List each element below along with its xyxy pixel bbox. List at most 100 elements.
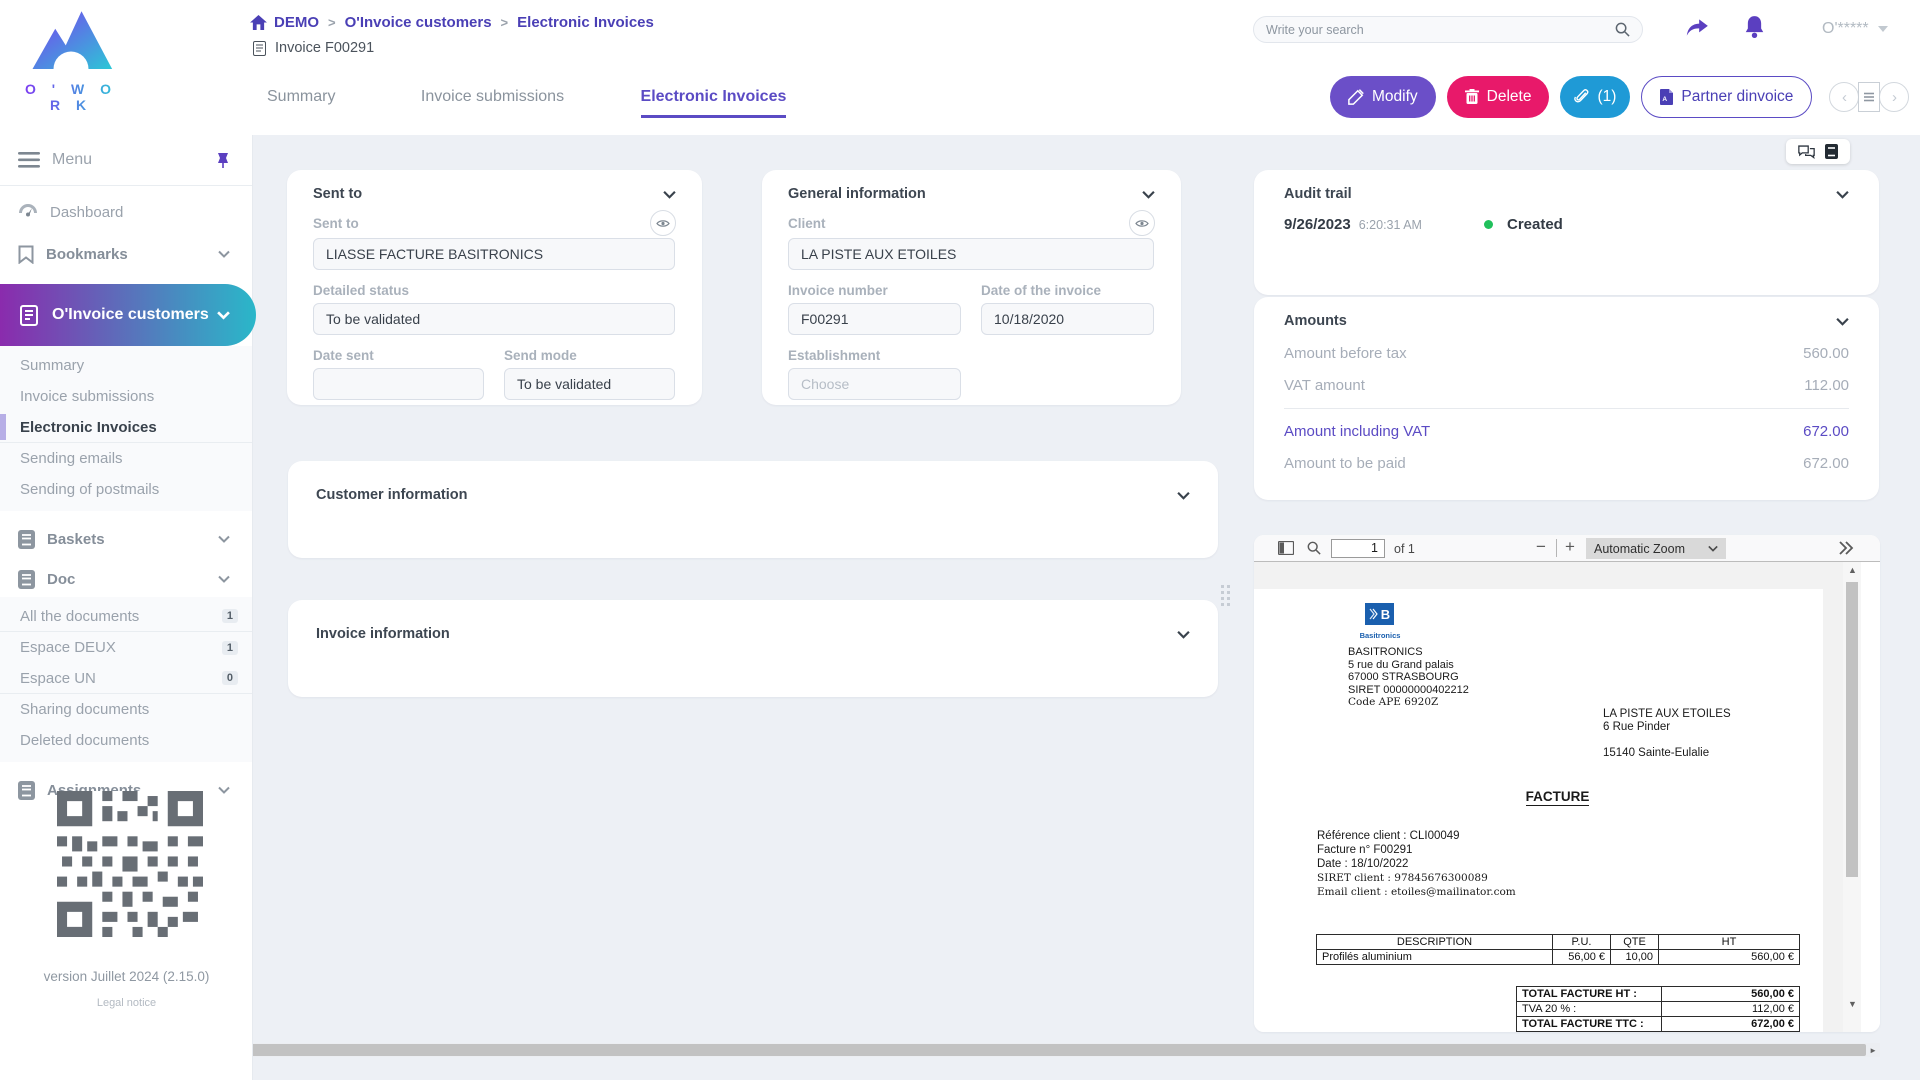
field-label: Send mode [504, 348, 577, 363]
panel-resize-handle[interactable] [1221, 585, 1231, 613]
amount-value: 672.00 [1803, 455, 1849, 472]
menu-toggle[interactable]: Menu [0, 135, 252, 185]
toolbar-divider [1556, 539, 1557, 557]
scroll-right-arrow[interactable]: ► [1869, 1045, 1877, 1055]
invoice-information-panel[interactable]: Invoice information [288, 600, 1218, 697]
pin-icon[interactable] [216, 152, 230, 168]
sidebar-subitem-sharing-documents[interactable]: Sharing documents [0, 694, 252, 725]
pager-prev-button[interactable]: ‹ [1829, 82, 1860, 112]
user-menu[interactable]: O'***** [1822, 20, 1888, 38]
menu-label: Menu [52, 151, 93, 168]
ref-line: Email client : etoiles@mailinator.com [1317, 886, 1516, 898]
pdf-toolbar: 1 of 1 − + Automatic Zoom [1254, 535, 1880, 562]
amount-value: 560.00 [1803, 345, 1849, 362]
breadcrumb: DEMO > O'Invoice customers > Electronic … [250, 14, 654, 31]
share-icon[interactable] [1684, 15, 1710, 41]
eye-icon[interactable] [650, 210, 676, 236]
sidebar-subitem-sending-emails[interactable]: Sending emails [0, 443, 252, 474]
modify-button[interactable]: Modify [1330, 76, 1436, 118]
invoice-date-field[interactable]: 10/18/2020 [981, 303, 1154, 335]
pager-list-button[interactable] [1858, 82, 1881, 112]
pdf-vertical-scrollbar[interactable]: ▲ ▼ [1843, 562, 1861, 1032]
partner-dinvoice-button[interactable]: A Partner dinvoice [1641, 76, 1813, 118]
pdf-zoom-select[interactable]: Automatic Zoom [1586, 538, 1726, 559]
table-row: Profilés aluminium 56,00 € 10,00 560,00 … [1316, 949, 1800, 965]
home-icon[interactable] [250, 15, 267, 30]
scrollbar-thumb[interactable] [1846, 582, 1858, 877]
delete-button[interactable]: Delete [1446, 76, 1550, 118]
zoom-out-button[interactable]: − [1536, 537, 1546, 556]
panel-title: Amounts [1284, 313, 1347, 329]
collapse-chevron-icon[interactable] [1836, 317, 1849, 326]
sidebar-subitem-deleted-documents[interactable]: Deleted documents [0, 725, 252, 756]
subitem-label: Espace DEUX [20, 639, 116, 656]
attachments-button[interactable]: (1) [1560, 76, 1631, 118]
invoice-totals-table: TOTAL FACTURE HT : 560,00 € TVA 20 % : 1… [1516, 986, 1800, 1032]
pdf-sidebar-toggle-icon[interactable] [1278, 541, 1294, 555]
sidebar-item-dashboard[interactable]: Dashboard [0, 194, 252, 230]
eye-icon[interactable] [1129, 210, 1155, 236]
collapse-chevron-icon[interactable] [1142, 190, 1155, 199]
sidebar-item-bookmarks[interactable]: Bookmarks [0, 236, 252, 272]
collapse-chevron-icon[interactable] [1177, 630, 1190, 639]
app-logo[interactable]: O ' W O R K [16, 6, 126, 113]
pdf-more-tools-icon[interactable] [1838, 541, 1854, 555]
chevron-down-icon [218, 535, 230, 543]
detailed-status-field[interactable]: To be validated [313, 303, 675, 335]
establishment-select[interactable]: Choose [788, 368, 961, 400]
tab-electronic-invoices[interactable]: Electronic Invoices [640, 88, 787, 118]
notebook-icon[interactable] [1825, 144, 1838, 159]
sidebar-item-oinvoice-customers[interactable]: O'Invoice customers [0, 284, 256, 346]
collapse-chevron-icon[interactable] [663, 190, 676, 199]
sidebar-subitem-electronic-invoices[interactable]: Electronic Invoices [0, 412, 252, 443]
client-field[interactable]: LA PISTE AUX ETOILES [788, 238, 1154, 270]
notifications-bell-icon[interactable] [1742, 14, 1767, 41]
svg-text:A: A [1663, 96, 1668, 103]
scroll-up-arrow[interactable]: ▲ [1848, 565, 1857, 575]
legal-notice-link[interactable]: Legal notice [96, 997, 157, 1009]
sidebar-subitem-summary[interactable]: Summary [0, 350, 252, 381]
pdf-page-input[interactable]: 1 [1331, 539, 1385, 558]
search-input[interactable]: Write your search [1253, 16, 1643, 43]
total-value: 560,00 € [1661, 986, 1800, 1002]
customer-information-panel[interactable]: Customer information [288, 461, 1218, 558]
breadcrumb-level1[interactable]: O'Invoice customers [344, 14, 492, 31]
sidebar-subitem-espace-deux[interactable]: Espace DEUX 1 [0, 632, 252, 663]
sidebar-item-doc[interactable]: Doc [0, 561, 252, 597]
sidebar-subitem-all-documents[interactable]: All the documents 1 [0, 601, 252, 632]
pager-next-button[interactable]: › [1879, 82, 1910, 112]
breadcrumb-home[interactable]: DEMO [274, 14, 319, 31]
count-badge: 0 [221, 671, 238, 685]
scroll-down-arrow[interactable]: ▼ [1848, 999, 1857, 1009]
send-mode-field[interactable]: To be validated [504, 368, 675, 400]
scrollbar-thumb[interactable] [249, 1044, 1867, 1056]
comments-icon[interactable] [1798, 144, 1815, 159]
total-value: 112,00 € [1661, 1001, 1800, 1017]
tab-summary[interactable]: Summary [267, 88, 336, 105]
client-line: 6 Rue Pinder [1603, 721, 1671, 733]
doc-icon [18, 569, 35, 589]
subitem-label: Espace UN [20, 669, 96, 687]
amount-label: Amount including VAT [1284, 423, 1431, 440]
collapse-chevron-icon[interactable] [1177, 491, 1190, 500]
date-sent-field[interactable] [313, 368, 484, 400]
zoom-in-button[interactable]: + [1565, 537, 1575, 556]
panel-title: General information [788, 186, 926, 202]
audit-event-row: 9/26/2023 6:20:31 AM Created [1284, 216, 1849, 233]
tab-invoice-submissions[interactable]: Invoice submissions [420, 88, 565, 105]
horizontal-scrollbar[interactable]: ◄ ► [236, 1043, 1880, 1057]
field-label: Invoice number [788, 283, 888, 298]
tab-bar: Summary Invoice submissions Electronic I… [267, 88, 787, 118]
sent-to-field[interactable]: LIASSE FACTURE BASITRONICS [313, 238, 675, 270]
sidebar-subitem-espace-un[interactable]: Espace UN 0 [0, 663, 252, 694]
invoice-number-field[interactable]: F00291 [788, 303, 961, 335]
search-icon[interactable] [1615, 22, 1630, 37]
sidebar-subitem-sending-postmails[interactable]: Sending of postmails [0, 474, 252, 505]
collapse-chevron-icon[interactable] [1836, 190, 1849, 199]
sidebar-subitem-invoice-submissions[interactable]: Invoice submissions [0, 381, 252, 412]
sidebar-item-baskets[interactable]: Baskets [0, 521, 252, 557]
hamburger-icon [18, 152, 40, 168]
breadcrumb-level2[interactable]: Electronic Invoices [517, 14, 654, 31]
amount-label: Amount before tax [1284, 345, 1407, 362]
pdf-find-icon[interactable] [1307, 541, 1321, 555]
